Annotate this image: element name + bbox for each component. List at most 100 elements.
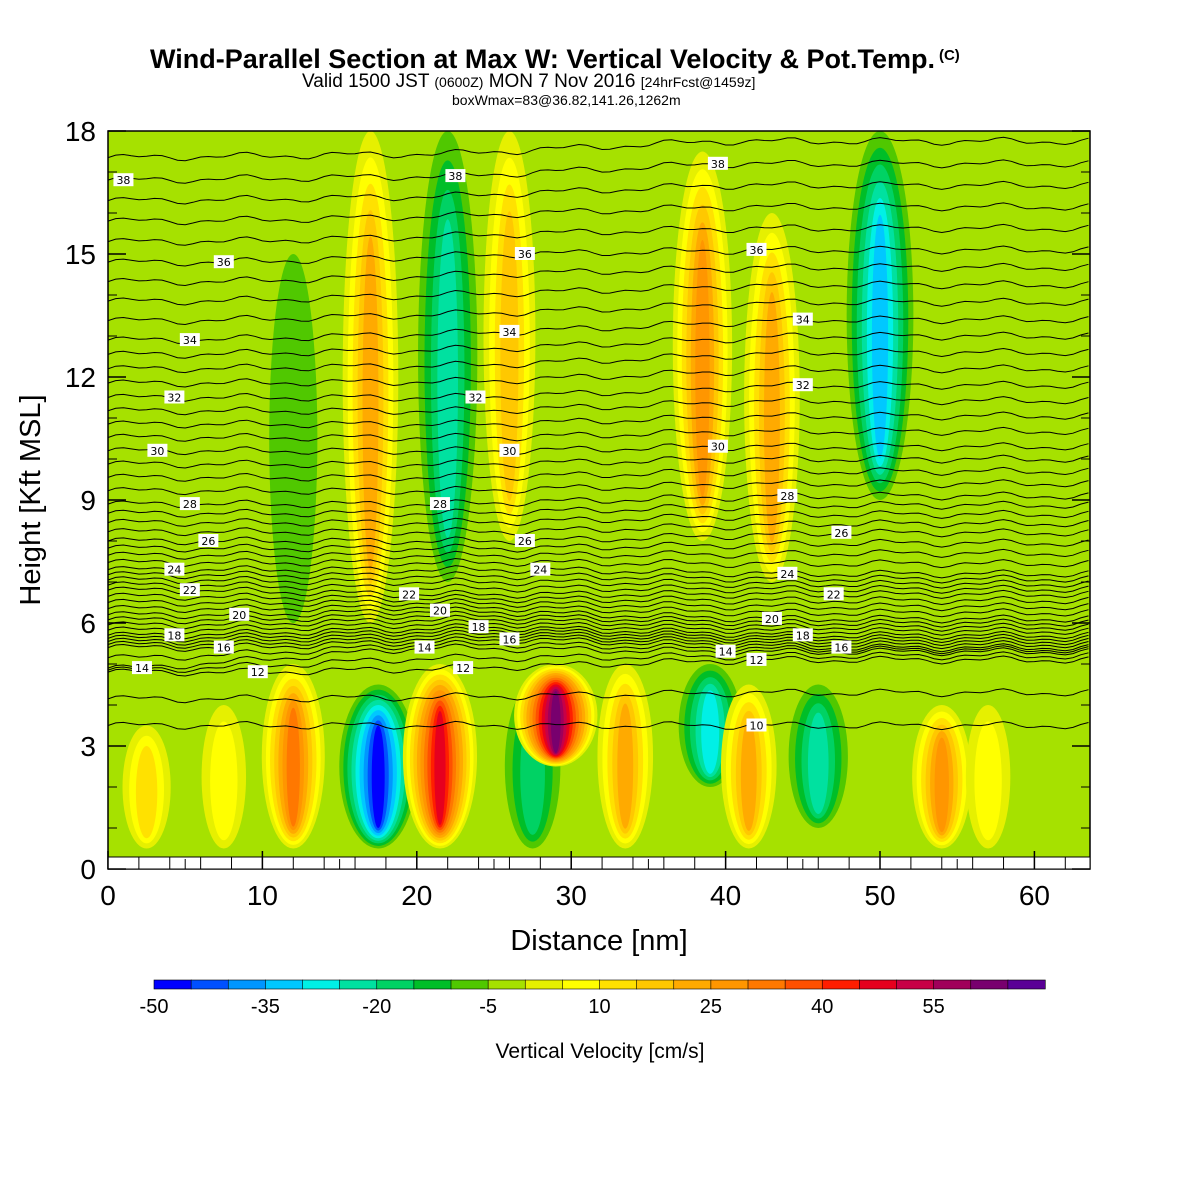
- isentrope-label-text: 26: [201, 535, 215, 548]
- isentrope-line: [108, 598, 1089, 612]
- isentrope-label-box: [792, 378, 813, 392]
- colorbar-swatch: [896, 979, 935, 990]
- isentrope-label-text: 20: [433, 605, 447, 618]
- isentrope-label-text: 28: [183, 498, 197, 511]
- isentrope-label-text: 28: [780, 490, 794, 503]
- isentrope-label: 36: [514, 247, 535, 261]
- forecast-info: [24hrFcst@1459z]: [640, 74, 756, 90]
- isentrope-label-box: [179, 497, 200, 511]
- isentrope-label: 14: [715, 644, 736, 659]
- velocity-cell: [201, 705, 247, 849]
- x-tick-label: 60: [1019, 880, 1050, 911]
- isentrope-line: [108, 466, 1089, 482]
- isentrope-label: 20: [229, 607, 250, 622]
- isentrope-line: [108, 651, 1089, 673]
- isentrope-label: 12: [247, 665, 268, 679]
- isentrope-label-text: 32: [796, 379, 810, 392]
- isentrope-line: [108, 610, 1089, 628]
- isentrope-label-box: [777, 488, 798, 502]
- isentrope-line: [108, 614, 1089, 632]
- velocity-band: [362, 236, 379, 571]
- isentrope-label: 24: [530, 562, 551, 577]
- velocity-cell: [965, 705, 1011, 849]
- x-tick-label: 10: [247, 880, 278, 911]
- isentrope-label-text: 32: [468, 392, 482, 405]
- colorbar-swatch: [673, 979, 712, 990]
- y-axis-title: Height [Kft MSL]: [15, 394, 47, 605]
- isentrope-label-text: 26: [834, 527, 848, 540]
- isentrope-label-box: [213, 640, 234, 654]
- isentrope-label: 38: [113, 173, 134, 187]
- colorbar-tick-label: 25: [700, 996, 722, 1018]
- isentrope-label-box: [746, 242, 767, 256]
- isentrope-label-box: [179, 333, 200, 347]
- x-tick-label: 0: [100, 880, 116, 911]
- velocity-cell: [514, 664, 598, 767]
- isentrope-line: [108, 442, 1089, 456]
- isentrope-label: 18: [164, 628, 185, 642]
- isentrope-line: [108, 592, 1089, 606]
- isentrope-label: 20: [429, 603, 450, 618]
- velocity-cell: [912, 705, 972, 849]
- isentrope-label: 26: [198, 534, 219, 548]
- isentrope-label-box: [707, 156, 728, 170]
- isentrope-line: [108, 720, 1089, 731]
- isentrope-label-text: 30: [502, 445, 516, 458]
- velocity-cell: [339, 684, 418, 849]
- isentrope-label: 10: [746, 718, 767, 733]
- valid-time-utc: (0600Z): [434, 74, 484, 90]
- isentrope-label-box: [453, 661, 474, 675]
- velocity-band: [695, 240, 710, 497]
- isentrope-label: 32: [792, 378, 813, 392]
- valid-time-jst: Valid 1500 JST: [302, 71, 430, 92]
- isentrope-label: 34: [499, 324, 520, 339]
- copyright-mark: (C): [938, 47, 960, 64]
- isentrope-label: 12: [453, 661, 474, 675]
- isentrope-label-text: 36: [217, 256, 231, 269]
- isentrope-line: [108, 454, 1089, 469]
- velocity-cell: [122, 725, 171, 849]
- isentrope-line: [108, 223, 1089, 246]
- isentrope-line: [108, 586, 1089, 599]
- colorbar-tick-label: -50: [140, 996, 169, 1018]
- isentrope-label-box: [229, 607, 250, 621]
- colorbar-tick-label: -5: [479, 996, 497, 1018]
- velocity-band: [286, 707, 300, 827]
- isentrope-label: 22: [823, 587, 844, 601]
- isentrope-label-box: [414, 640, 435, 654]
- velocity-band: [934, 737, 949, 833]
- isentrope-label-text: 18: [167, 629, 181, 642]
- velocity-cell: [720, 684, 777, 849]
- isentrope-label: 16: [831, 640, 852, 655]
- colorbar-tick-label: 40: [811, 996, 833, 1018]
- isentrope-label-text: 34: [796, 314, 810, 327]
- velocity-band: [974, 721, 1002, 841]
- colorbar-swatch: [710, 979, 749, 990]
- velocity-cell: [261, 664, 325, 849]
- isentrope-label-text: 20: [232, 609, 246, 622]
- isentrope-label-text: 18: [796, 629, 810, 642]
- velocity-band: [701, 690, 720, 774]
- colorbar-swatch: [376, 979, 415, 990]
- isentrope-label-text: 34: [183, 334, 197, 347]
- isentrope-label-text: 26: [518, 535, 532, 548]
- colorbar-swatch: [562, 979, 601, 990]
- colorbar-swatch: [413, 979, 452, 990]
- isentrope-line: [108, 636, 1089, 653]
- isentrope-label-text: 38: [711, 158, 725, 171]
- isentrope-label-text: 14: [135, 662, 149, 675]
- colorbar-swatch: [747, 979, 786, 990]
- isentrope-label-box: [792, 312, 813, 326]
- velocity-cell: [597, 664, 654, 849]
- isentrope-line: [108, 315, 1089, 345]
- isentrope-label-box: [792, 628, 813, 642]
- x-tick-label: 40: [710, 880, 741, 911]
- isentrope-line: [108, 633, 1089, 650]
- isentrope-label-text: 24: [533, 564, 547, 577]
- isentrope-label: 16: [499, 632, 520, 646]
- isentrope-label: 22: [399, 587, 420, 601]
- colorbar: -50 -35 -20 -5 10 25 40 55: [140, 979, 1046, 1018]
- colorbar-swatch: [265, 979, 304, 990]
- isentrope-label-text: 18: [472, 621, 486, 634]
